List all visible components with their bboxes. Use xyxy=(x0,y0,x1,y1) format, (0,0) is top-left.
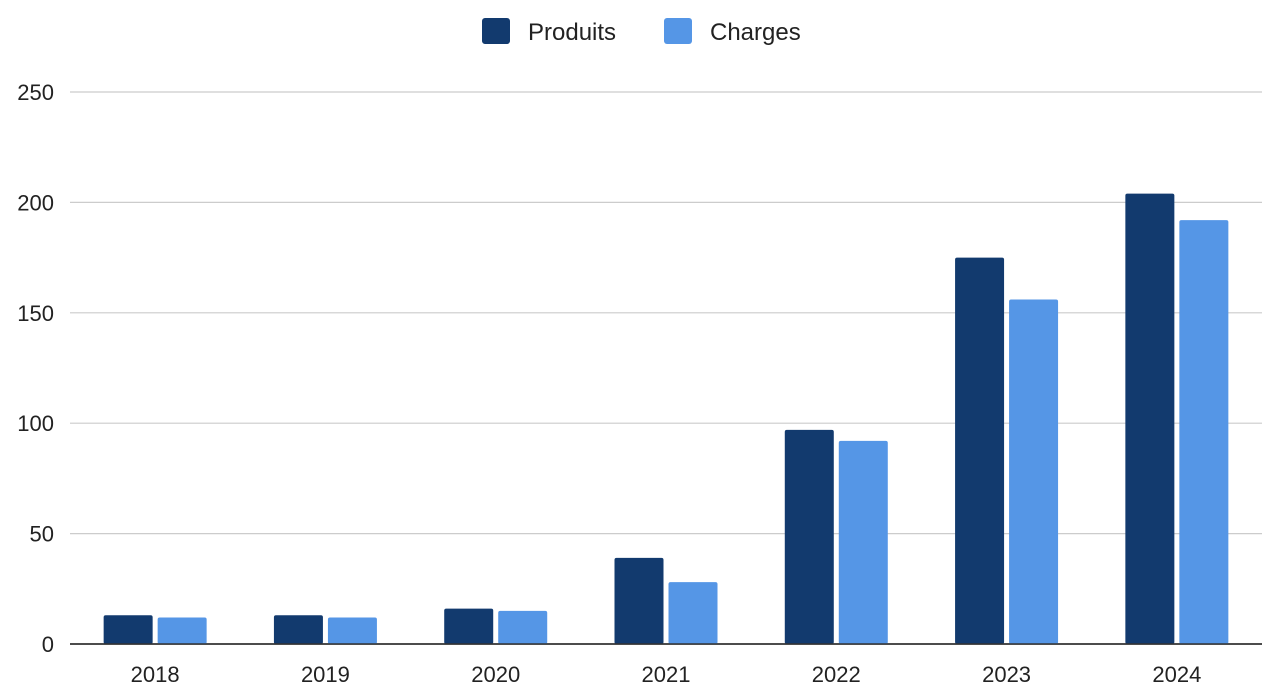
bar-charges-2020 xyxy=(498,610,548,644)
x-axis: 2018 2019 2020 2021 2022 2023 2024 xyxy=(70,643,1262,685)
bar-produits-2021 xyxy=(614,557,664,644)
bar-charges-2018 xyxy=(157,617,207,644)
x-tick-label: 2022 xyxy=(812,662,861,685)
bar-charges-2023 xyxy=(1009,299,1059,644)
y-tick-label: 200 xyxy=(17,190,54,215)
bar-produits-2022 xyxy=(784,429,834,644)
y-tick-label: 0 xyxy=(42,632,54,657)
bar-produits-2019 xyxy=(273,615,323,644)
bar-produits-2018 xyxy=(103,615,153,644)
x-tick-label: 2020 xyxy=(471,662,520,685)
legend-swatch-charges xyxy=(664,18,692,44)
bar-charges-2021 xyxy=(668,582,718,644)
bar-charges-2022 xyxy=(838,440,888,644)
legend: Produits Charges xyxy=(482,18,801,46)
bar-charges-2024 xyxy=(1179,220,1229,644)
legend-label-produits: Produits xyxy=(528,19,616,46)
y-tick-label: 100 xyxy=(17,411,54,436)
x-tick-label: 2023 xyxy=(982,662,1031,685)
bars xyxy=(103,193,1229,644)
x-tick-label: 2018 xyxy=(131,662,180,685)
bar-produits-2020 xyxy=(444,608,494,644)
x-tick-label: 2021 xyxy=(642,662,691,685)
y-tick-label: 150 xyxy=(17,301,54,326)
gridlines xyxy=(70,91,1262,645)
legend-swatch-produits xyxy=(482,18,510,44)
y-tick-label: 50 xyxy=(30,522,54,547)
bar-produits-2023 xyxy=(955,257,1005,644)
y-axis: 0 50 100 150 200 250 xyxy=(17,80,54,657)
bar-produits-2024 xyxy=(1125,193,1175,644)
y-tick-label: 250 xyxy=(17,80,54,105)
x-tick-label: 2019 xyxy=(301,662,350,685)
x-tick-label: 2024 xyxy=(1152,662,1201,685)
bar-charges-2019 xyxy=(327,617,377,644)
legend-label-charges: Charges xyxy=(710,19,801,46)
